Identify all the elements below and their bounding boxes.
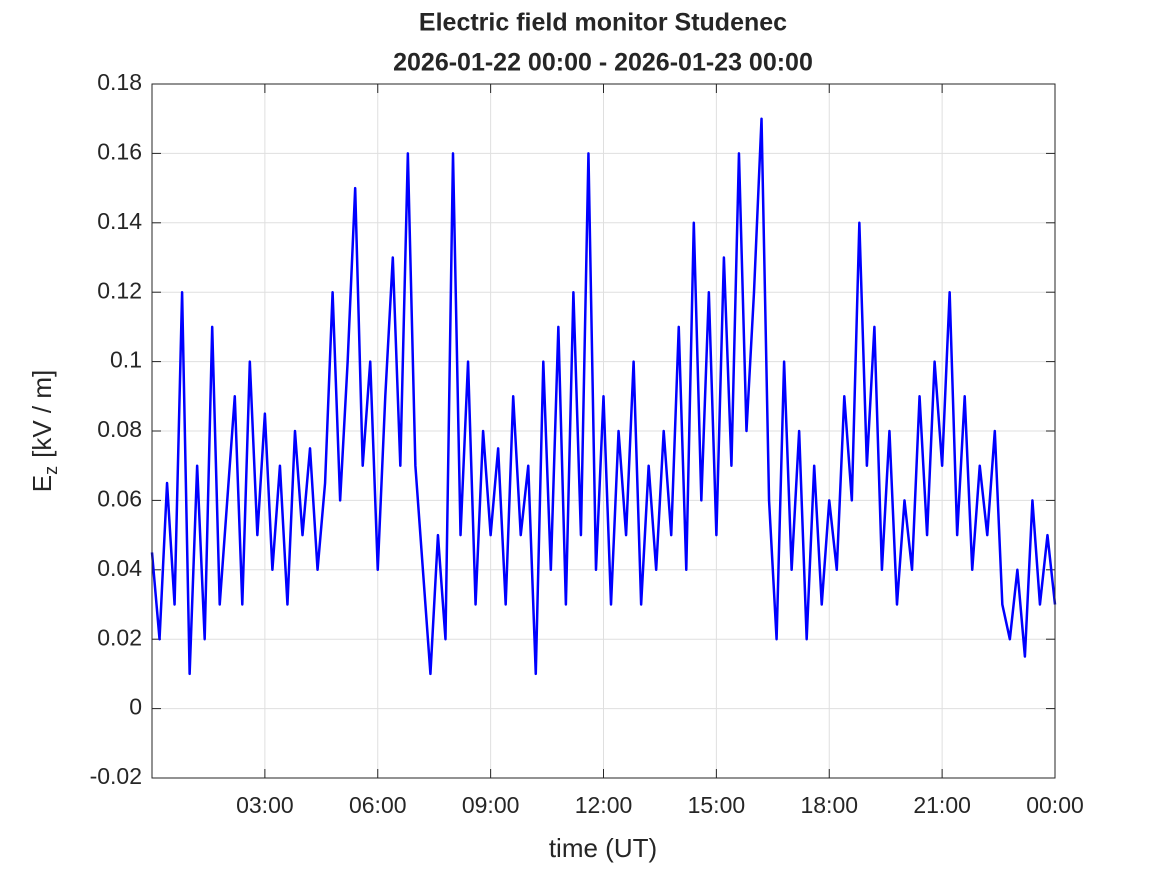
data-line	[150, 117, 1057, 676]
y-tick-label: 0.18	[97, 69, 142, 95]
y-tick-label: 0.14	[97, 208, 142, 234]
y-tick-label: 0.02	[97, 624, 142, 650]
chart-title: Electric field monitor Studenec	[419, 9, 787, 37]
y-tick-label: -0.02	[90, 763, 142, 789]
x-tick-label: 15:00	[688, 792, 746, 818]
y-tick-label: 0.04	[97, 555, 142, 581]
y-tick-label: 0.06	[97, 485, 142, 511]
x-tick-label: 03:00	[236, 792, 294, 818]
y-label-unit: [kV / m]	[27, 370, 57, 458]
y-tick-label: 0.1	[110, 347, 142, 373]
y-tick-label: 0.16	[97, 138, 142, 164]
x-tick-label: 21:00	[913, 792, 971, 818]
x-tick-label: 06:00	[349, 792, 407, 818]
y-tick-label: 0.12	[97, 277, 142, 303]
y-tick-label: 0.08	[97, 416, 142, 442]
x-tick-label: 00:00	[1026, 792, 1084, 818]
x-tick-label: 09:00	[462, 792, 520, 818]
x-tick-label: 18:00	[800, 792, 858, 818]
y-label-sub: z	[41, 466, 61, 475]
chart-subtitle: 2026-01-22 00:00 - 2026-01-23 00:00	[393, 49, 813, 77]
y-label-main: E	[27, 475, 57, 492]
y-tick-label: 0	[129, 694, 142, 720]
plot-frame	[151, 83, 1056, 779]
y-axis-label: Ez [kV / m]	[27, 370, 61, 492]
x-tick-label: 12:00	[575, 792, 633, 818]
x-axis-label: time (UT)	[549, 833, 657, 863]
